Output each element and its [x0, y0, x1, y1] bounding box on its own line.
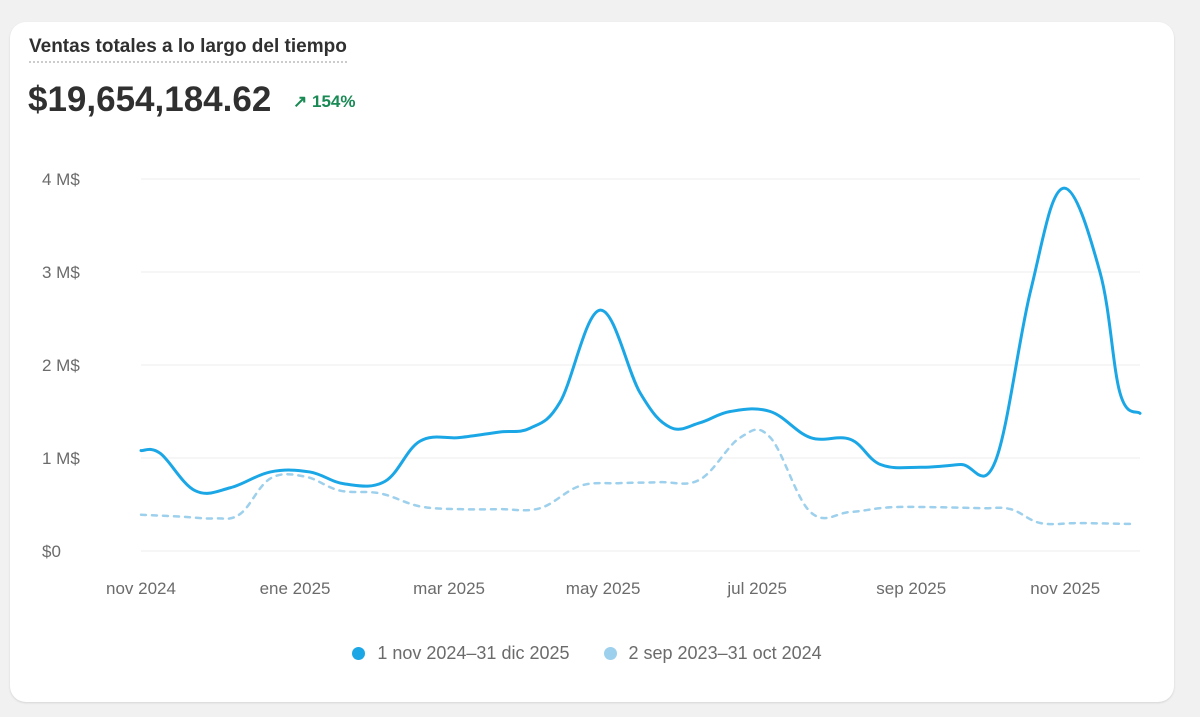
chart-legend: 1 nov 2024–31 dic 2025 2 sep 2023–31 oct…	[0, 643, 1174, 664]
legend-dot-current	[352, 647, 366, 660]
x-tick-label: ene 2025	[260, 579, 331, 598]
change-percent: 154%	[311, 92, 356, 111]
series-line-current	[139, 186, 1142, 495]
x-tick-label: nov 2024	[106, 579, 176, 598]
y-tick-label: $0	[42, 542, 61, 561]
change-badge: ↗ 154%	[293, 92, 355, 112]
x-tick-label: mar 2025	[413, 579, 485, 598]
y-tick-label: 2 M$	[42, 356, 80, 375]
chart-title[interactable]: Ventas totales a lo largo del tiempo	[29, 36, 347, 63]
legend-item-current[interactable]: 1 nov 2024–31 dic 2025	[352, 643, 570, 664]
arrow-up-right-icon: ↗	[293, 92, 308, 111]
x-tick-label: nov 2025	[1030, 579, 1100, 598]
total-sales-value: $19,654,184.62	[28, 80, 272, 119]
legend-label-current: 1 nov 2024–31 dic 2025	[377, 643, 570, 663]
sales-over-time-card	[10, 22, 1174, 702]
legend-item-previous[interactable]: 2 sep 2023–31 oct 2024	[603, 643, 822, 664]
y-tick-label: 4 M$	[42, 170, 80, 189]
x-tick-label: jul 2025	[726, 579, 787, 598]
legend-dot-previous	[603, 647, 617, 660]
y-tick-label: 1 M$	[42, 449, 80, 468]
series-line-previous	[139, 428, 1137, 526]
y-tick-label: 3 M$	[42, 263, 80, 282]
legend-label-previous: 2 sep 2023–31 oct 2024	[628, 643, 822, 663]
x-tick-label: may 2025	[566, 579, 641, 598]
x-tick-label: sep 2025	[876, 579, 946, 598]
